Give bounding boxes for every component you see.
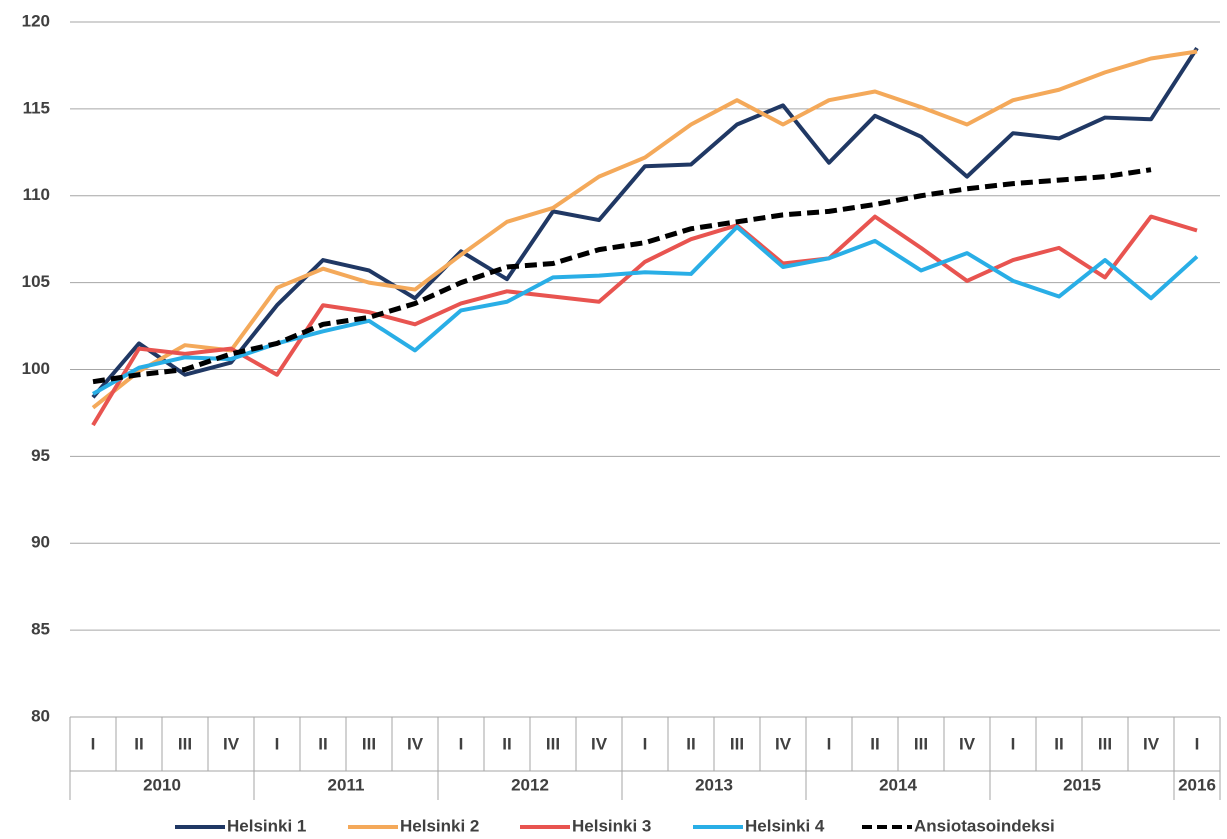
- legend-label: Helsinki 3: [572, 816, 651, 835]
- x-tick-label: II: [1054, 734, 1063, 753]
- x-tick-label: II: [686, 734, 695, 753]
- x-tick-label: III: [1098, 734, 1112, 753]
- y-tick-label: 110: [23, 185, 50, 204]
- legend-label: Helsinki 2: [400, 816, 479, 835]
- y-tick-label: 105: [22, 272, 50, 291]
- legend-label: Ansiotasoindeksi: [914, 816, 1055, 835]
- y-tick-label: 95: [31, 446, 50, 465]
- line-series: [92, 167, 1152, 385]
- group-label: 2015: [1063, 775, 1101, 794]
- x-tick-label: I: [1011, 734, 1016, 753]
- x-tick-label: I: [91, 734, 96, 753]
- group-label: 2012: [511, 775, 549, 794]
- line-series: [91, 46, 1199, 399]
- x-tick-label: IV: [775, 734, 792, 753]
- x-tick-label: I: [827, 734, 832, 753]
- group-label: 2011: [328, 775, 365, 794]
- x-tick-label: IV: [959, 734, 976, 753]
- y-tick-label: 90: [31, 533, 50, 552]
- y-tick-label: 80: [31, 706, 50, 725]
- x-tick-label: III: [178, 734, 192, 753]
- y-tick-label: 100: [22, 359, 50, 378]
- x-tick-label: III: [914, 734, 928, 753]
- x-tick-label: II: [134, 734, 143, 753]
- x-tick-label: II: [502, 734, 511, 753]
- x-tick-label: III: [546, 734, 560, 753]
- line-series: [91, 49, 1198, 410]
- x-tick-label: I: [275, 734, 280, 753]
- legend-label: Helsinki 4: [745, 816, 825, 835]
- y-tick-label: 85: [31, 620, 50, 639]
- x-tick-label: II: [870, 734, 879, 753]
- group-label: 2013: [695, 775, 733, 794]
- x-tick-label: I: [1195, 734, 1200, 753]
- x-tick-label: II: [318, 734, 327, 753]
- x-tick-label: IV: [223, 734, 240, 753]
- x-tick-label: IV: [407, 734, 424, 753]
- x-tick-label: I: [459, 734, 464, 753]
- group-label: 2016: [1178, 775, 1216, 794]
- line-series: [91, 214, 1198, 427]
- x-tick-label: IV: [591, 734, 608, 753]
- y-tick-label: 120: [22, 11, 50, 30]
- x-tick-label: I: [643, 734, 648, 753]
- legend-label: Helsinki 1: [227, 816, 306, 835]
- y-tick-label: 115: [23, 98, 50, 117]
- group-label: 2014: [879, 775, 917, 794]
- x-tick-label: III: [362, 734, 376, 753]
- group-label: 2010: [143, 775, 181, 794]
- x-tick-label: III: [730, 734, 744, 753]
- x-tick-label: IV: [1143, 734, 1160, 753]
